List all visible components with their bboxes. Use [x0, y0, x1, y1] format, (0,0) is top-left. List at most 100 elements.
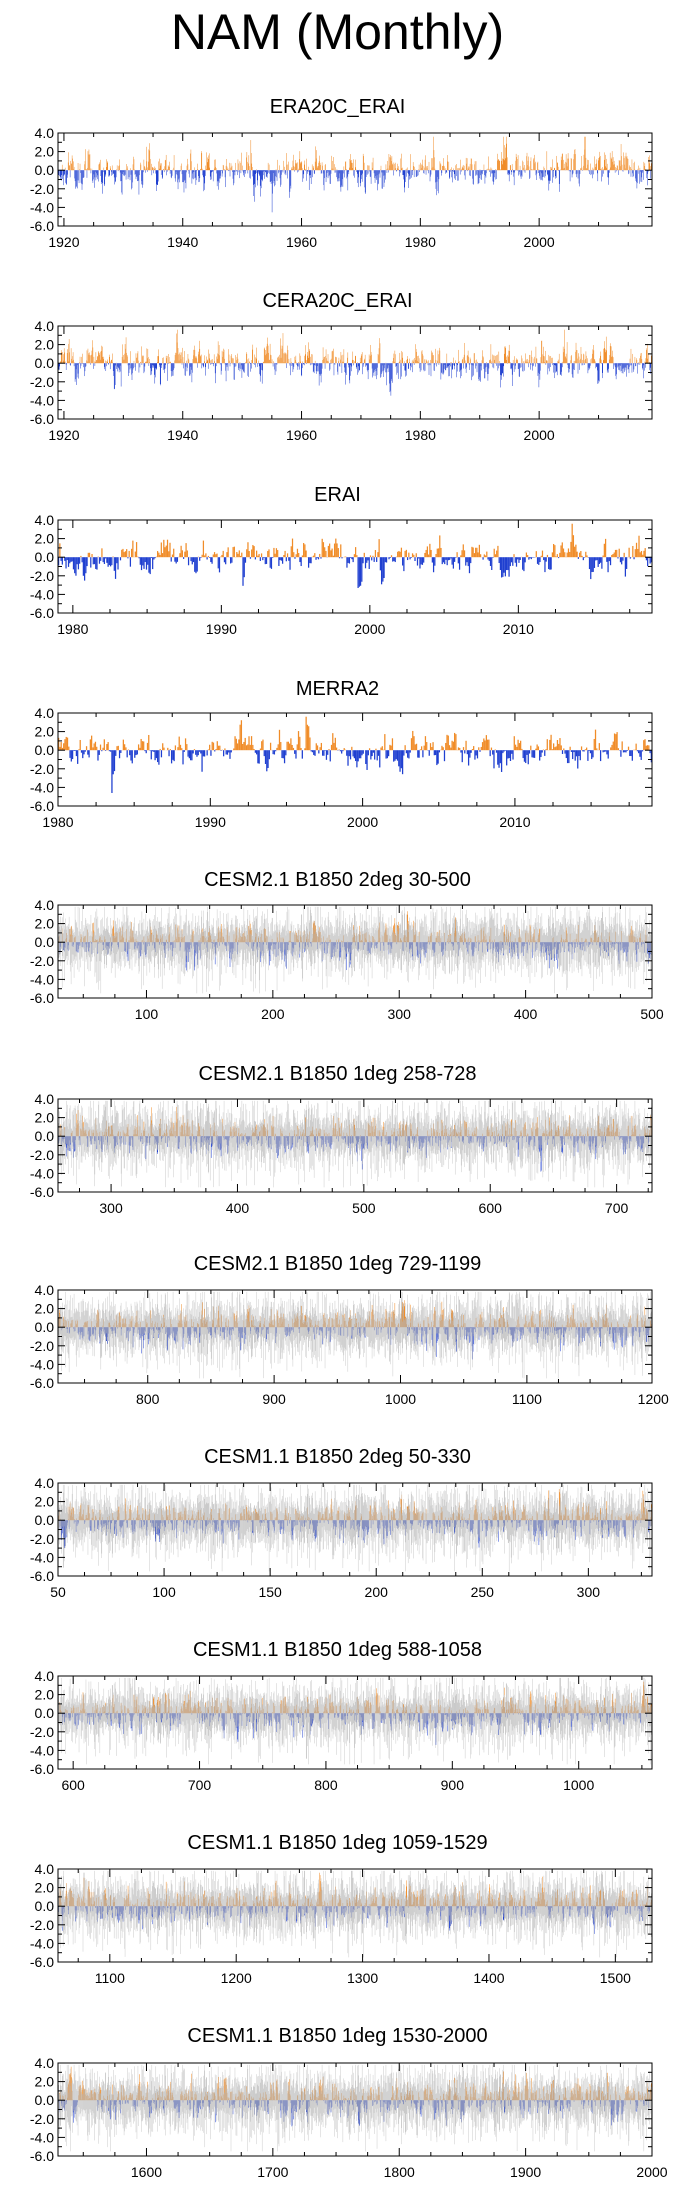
panel-2-bar [200, 356, 202, 364]
panel-1-bar [630, 167, 631, 171]
panel-2-bar [169, 362, 170, 364]
panel-4-bar [117, 745, 119, 751]
panel-1-bar [329, 170, 331, 184]
panel-4-bar [141, 741, 144, 751]
panel-3-bar [435, 554, 437, 558]
panel-1-bar [314, 161, 316, 171]
panel-2-bar [266, 346, 267, 364]
panel-3-bar [180, 545, 182, 558]
panel-2-bar [216, 356, 217, 364]
panel-2-bar [508, 344, 510, 364]
panel-4-bar [506, 750, 508, 766]
panel-1-bar [212, 170, 213, 172]
panel-2-bar [292, 363, 294, 372]
panel-1-bar [298, 168, 300, 171]
panel-3-bar [364, 557, 367, 569]
panel-2-bar [64, 352, 65, 364]
panel-2-bar [394, 350, 396, 364]
panel-3-bar [557, 557, 560, 559]
panel-1-bar [510, 165, 511, 171]
panel-2-bar [307, 357, 309, 364]
panel-4-bar [192, 750, 194, 754]
panel-1-bar [506, 143, 507, 171]
panel-1-bar [203, 170, 204, 178]
panel-2-bar [96, 360, 98, 364]
panel-2-bar [165, 355, 167, 364]
panel-1-bar [187, 164, 189, 171]
panel-3-x-axis: 1980 1990 2000 2010 [57, 520, 631, 637]
panel-1-bar [318, 162, 319, 171]
panel-2-bar [440, 362, 441, 364]
panel-3-bar [352, 557, 354, 563]
panel-1-bar [299, 151, 301, 171]
panel-4-bar [68, 746, 70, 751]
panel-1-bar [626, 157, 627, 171]
panel-4-bar [627, 746, 630, 751]
panel-4-bar [263, 750, 265, 757]
panel-3-bar [503, 557, 505, 573]
panel-1-bar [498, 159, 500, 171]
panel-1-bar [203, 170, 205, 192]
panel-3-bar [580, 551, 582, 558]
panel-2-bar [218, 345, 220, 364]
panel-1-bar [390, 154, 391, 171]
panel-1-bar [113, 170, 115, 178]
panel-4-bar [403, 750, 405, 756]
panel-2-bar [125, 348, 126, 364]
panel-1-bar [627, 158, 628, 171]
panel-1-bar [96, 170, 97, 174]
panel-1-bar [204, 170, 205, 190]
panel-1-bar [146, 146, 147, 171]
panel-1-bar [306, 170, 308, 174]
panel-4-bar [79, 739, 81, 751]
panel-1-bar [635, 170, 637, 181]
panel-1-bar [524, 170, 526, 173]
panel-2-bar [431, 352, 433, 364]
panel-3-bar [86, 557, 88, 567]
panel-1-bar [567, 153, 569, 171]
panel-4-bar [71, 750, 74, 760]
panel-2-bar [577, 363, 579, 374]
panel-2-bar [336, 357, 337, 364]
panel-2-bar [483, 363, 485, 369]
panel-1-bar [296, 163, 297, 171]
panel-4-bar [170, 750, 173, 764]
panel-2-y-tick-label: -4.0 [30, 392, 54, 408]
panel-1-bar [72, 158, 73, 171]
panel-3-bar [530, 557, 532, 560]
panel-1-bar [615, 166, 616, 171]
panel-5-bar [346, 942, 347, 971]
panel-2-bar [143, 363, 145, 374]
panel-1-bar [65, 170, 67, 184]
panel-2-bar [511, 363, 512, 369]
panel-1-bar [106, 167, 108, 171]
panel-3-bar [369, 555, 372, 558]
panel-2-bar [520, 363, 522, 368]
panel-4-bar [191, 750, 193, 761]
panel-4-bar [275, 750, 277, 752]
panel-1-bar [384, 170, 386, 176]
panel-1-bar [500, 169, 501, 171]
panel-2-bar [262, 363, 263, 371]
panel-2-bar [327, 360, 328, 364]
panel-2-bar [114, 363, 115, 389]
panel-1-bar [561, 160, 562, 171]
panel-2-bar [274, 363, 275, 370]
panel-2-bar [182, 357, 184, 364]
panel-4-bar [124, 744, 126, 751]
panel-2-bar [602, 363, 603, 379]
panel-2-bar [68, 343, 69, 364]
panel-2-bar [176, 333, 177, 364]
panel-2-bar [590, 359, 592, 364]
panel-2-bar [291, 363, 293, 366]
panel-4-bar [329, 750, 331, 762]
panel-1-bar [588, 170, 590, 172]
panel-2-bar [261, 363, 263, 384]
panel-4-bar [65, 736, 67, 751]
panel-1-bar [348, 170, 350, 175]
panel-3-bar [362, 557, 364, 564]
panel-1-bar [332, 160, 333, 171]
panel-1-bar [486, 169, 488, 171]
panel-1-bar [365, 170, 367, 177]
panel-3-bar [314, 553, 316, 558]
